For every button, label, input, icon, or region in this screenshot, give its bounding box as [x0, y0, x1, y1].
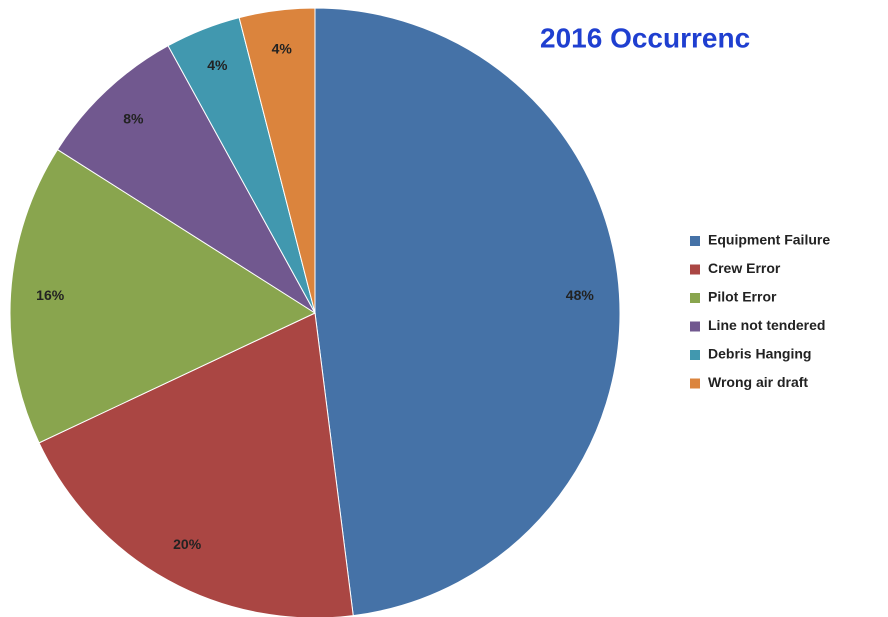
legend-label: Pilot Error: [708, 289, 777, 305]
data-label: 8%: [123, 110, 144, 126]
legend-swatch: [690, 293, 700, 303]
legend-label: Line not tendered: [708, 317, 825, 333]
legend-label: Equipment Failure: [708, 232, 830, 248]
legend-label: Crew Error: [708, 260, 781, 276]
legend-swatch: [690, 321, 700, 332]
legend-swatch: [690, 236, 700, 246]
pie-slice: [314, 7, 621, 617]
legend-swatch: [690, 378, 700, 389]
data-label: 16%: [36, 287, 65, 303]
data-label: 4%: [207, 57, 228, 73]
legend-swatch: [690, 264, 700, 275]
legend-label: Debris Hanging: [708, 346, 811, 362]
legend-label: Wrong air draft: [708, 374, 808, 390]
pie-slice: [38, 312, 354, 617]
pie-slice: [9, 148, 317, 444]
data-label: 4%: [272, 40, 293, 56]
data-label: 48%: [566, 287, 595, 303]
chart-title: 2016 Occurrenc: [540, 22, 750, 53]
data-label: 20%: [173, 536, 202, 552]
pie-slice: [238, 7, 316, 314]
legend-swatch: [690, 350, 700, 360]
pie-slice: [56, 45, 316, 314]
